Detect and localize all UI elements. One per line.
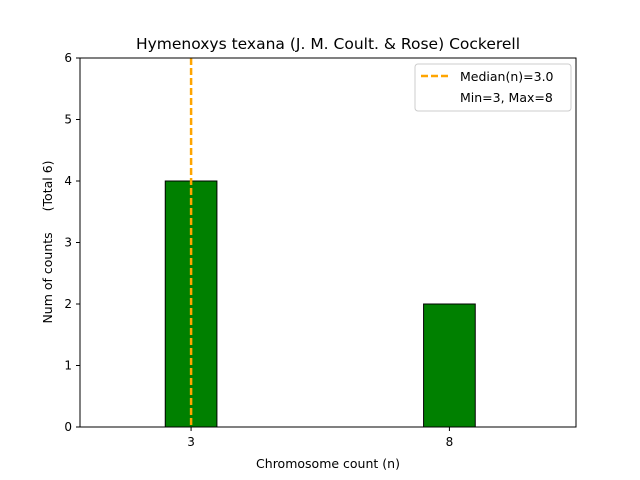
y-tick-label-5: 5 — [64, 113, 72, 127]
svg-text:Num of counts (Total 6: Num of counts (Total 6) — [40, 160, 55, 323]
y-axis-label-total: (Total 6) — [40, 160, 55, 211]
x-tick-label-8: 8 — [446, 435, 454, 449]
y-tick-label-1: 1 — [64, 359, 72, 373]
y-tick-label-2: 2 — [64, 297, 72, 311]
bar-8 — [423, 303, 476, 428]
x-axis-label: Chromosome count (n) — [256, 456, 400, 471]
legend-range-label: Min=3, Max=8 — [460, 90, 553, 105]
chart-title: Hymenoxys texana (J. M. Coult. & Rose) C… — [136, 35, 520, 53]
y-tick-label-3: 3 — [64, 236, 72, 250]
legend: Median(n)=3.0 Min=3, Max=8 — [414, 63, 572, 112]
legend-median-label: Median(n)=3.0 — [460, 69, 554, 84]
y-tick-label-6: 6 — [64, 51, 72, 65]
y-axis-label: Num of counts — [40, 232, 55, 323]
x-tick-label-3: 3 — [187, 435, 195, 449]
plot-area: 0 1 2 3 4 5 6 3 8 — [64, 51, 577, 449]
y-tick-label-4: 4 — [64, 174, 72, 188]
y-axis-label-group: Num of counts (Total 6) — [40, 160, 55, 323]
y-tick-label-0: 0 — [64, 420, 72, 434]
legend-box — [414, 63, 572, 112]
